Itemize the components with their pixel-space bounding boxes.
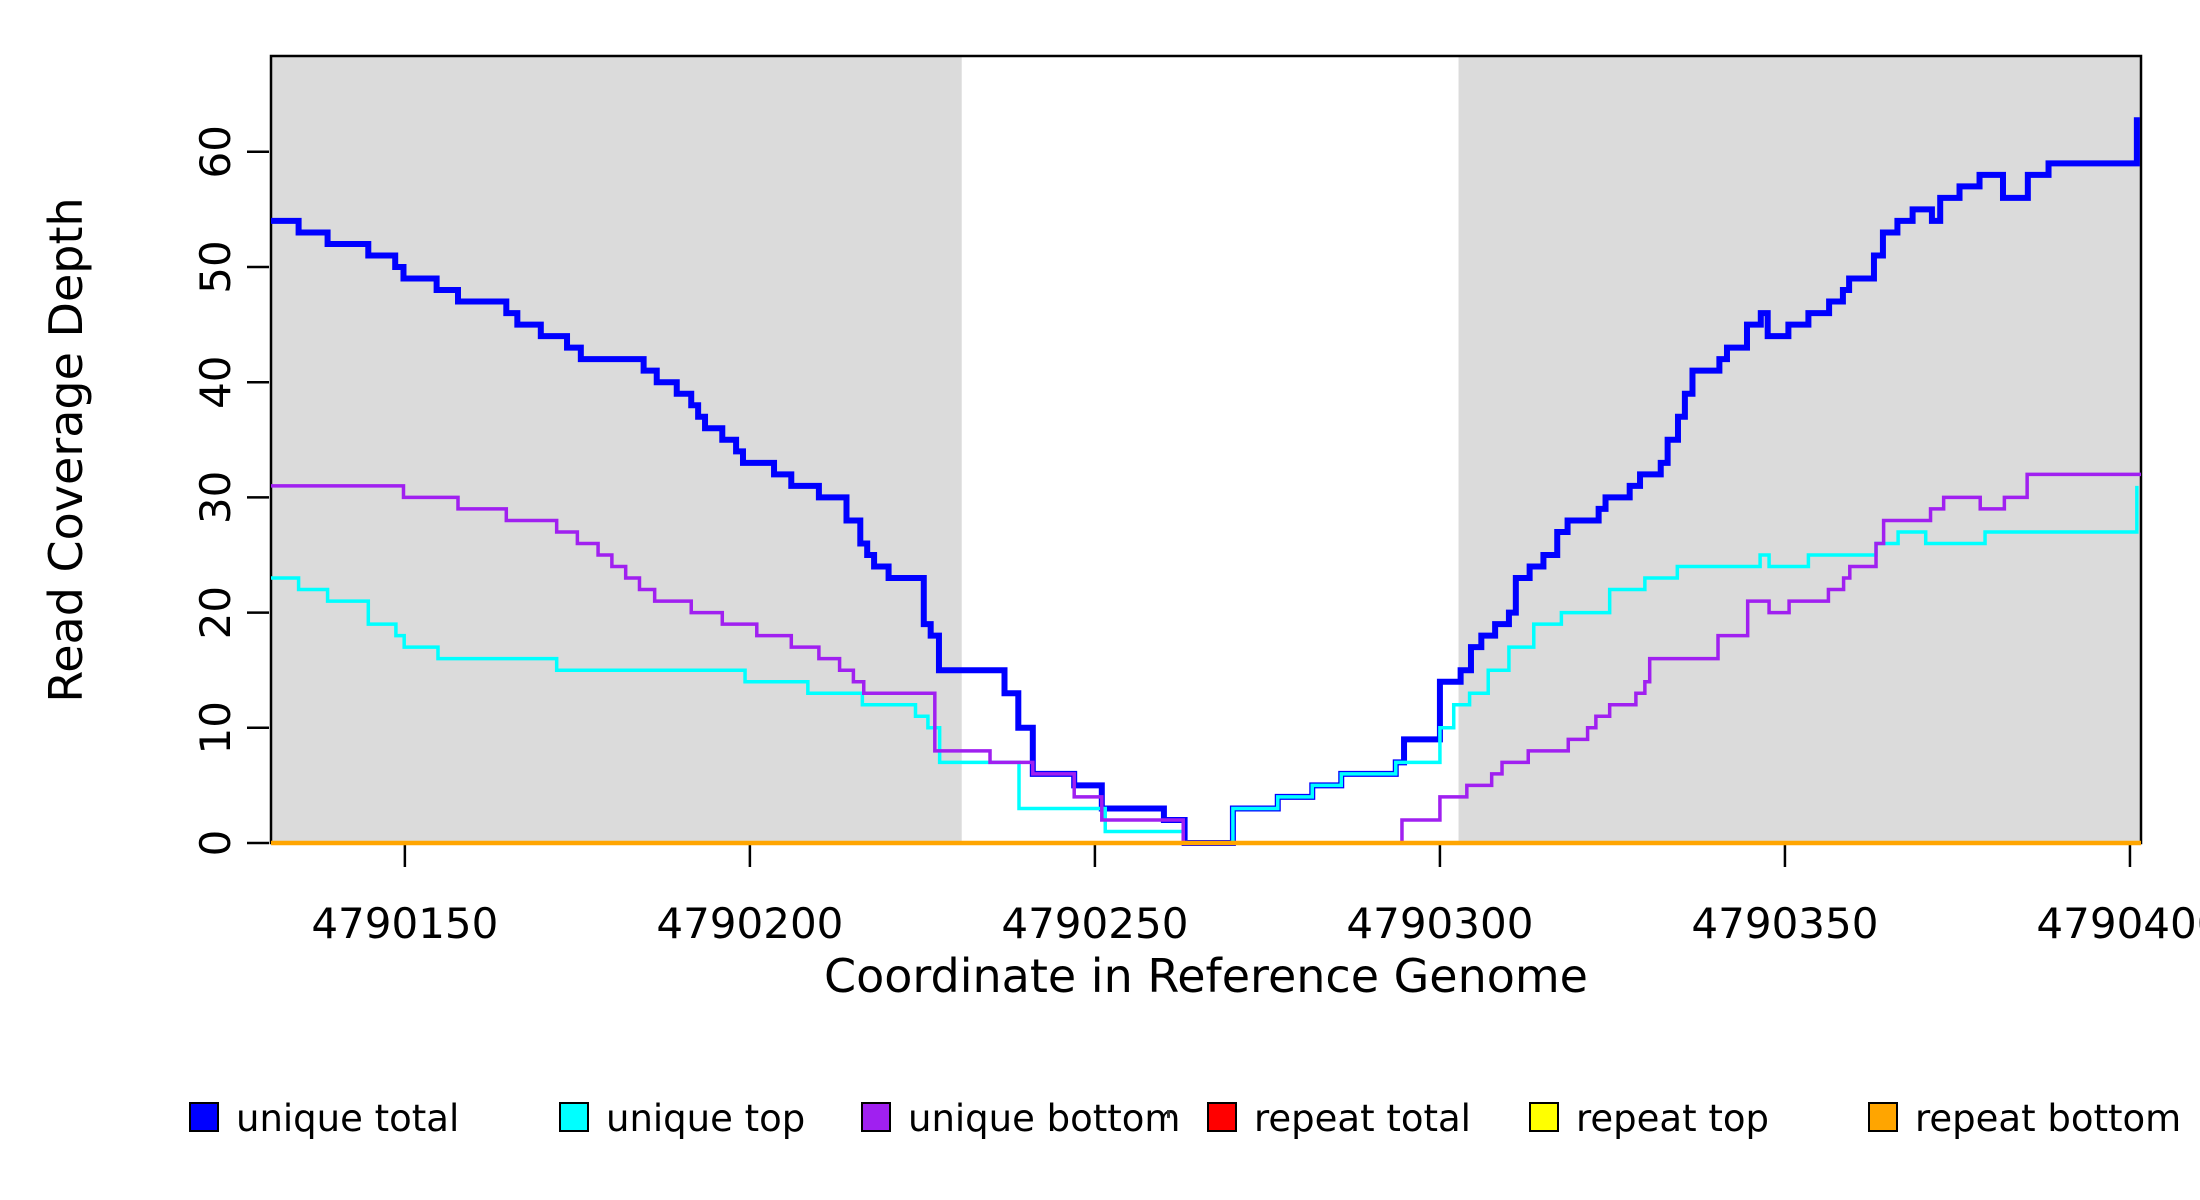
y-tick-label: 30 [191, 471, 240, 524]
y-tick-label: 40 [191, 355, 240, 408]
stray-mark [1167, 1110, 1170, 1118]
shaded-region-0 [271, 56, 962, 843]
legend-label-repeat-total: repeat total [1254, 1097, 1471, 1140]
legend-swatch-unique-bottom [861, 1102, 891, 1132]
series-unique-bottom [271, 472, 2141, 845]
series-unique-top [271, 485, 2139, 845]
legend-swatch-unique-top [559, 1102, 589, 1132]
legend-swatch-repeat-total [1207, 1102, 1237, 1132]
y-tick-label: 60 [191, 125, 240, 178]
y-tick-label: 10 [191, 701, 240, 754]
legend-label-repeat-bottom: repeat bottom [1915, 1097, 2181, 1140]
y-tick-label: 0 [191, 830, 240, 857]
legend-swatch-repeat-bottom [1868, 1102, 1898, 1132]
legend-label-unique-bottom: unique bottom [908, 1097, 1180, 1140]
x-tick-label: 4790350 [1691, 899, 1878, 948]
x-tick-label: 4790300 [1346, 899, 1533, 948]
y-tick-label: 20 [191, 586, 240, 639]
x-tick-label: 4790200 [656, 899, 843, 948]
legend-label-unique-top: unique top [606, 1097, 805, 1140]
legend-swatch-unique-total [189, 1102, 219, 1132]
legend-swatch-repeat-top [1529, 1102, 1559, 1132]
legend-label-unique-total: unique total [236, 1097, 459, 1140]
y-axis-title: Read Coverage Depth [39, 197, 93, 702]
x-axis-title: Coordinate in Reference Genome [824, 949, 1588, 1003]
x-tick-label: 4790250 [1001, 899, 1188, 948]
x-tick-label: 4790150 [311, 899, 498, 948]
y-tick-label: 50 [191, 240, 240, 293]
legend-label-repeat-top: repeat top [1576, 1097, 1769, 1140]
